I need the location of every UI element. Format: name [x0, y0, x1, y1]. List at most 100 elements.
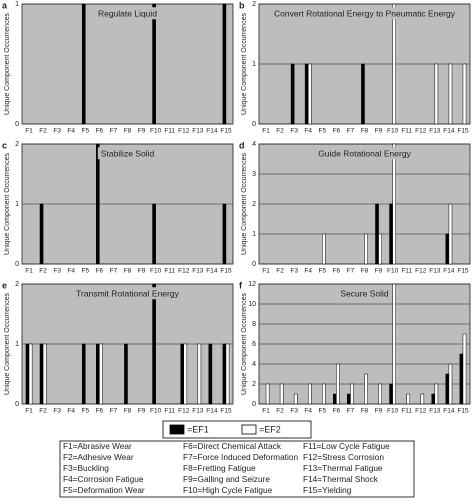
- bar: [350, 383, 354, 405]
- bar: [448, 63, 453, 125]
- x-tick-label: F7: [110, 128, 118, 135]
- x-tick-label: F15: [457, 128, 469, 135]
- key-entry: F12=Stress Corrosion: [303, 452, 384, 462]
- chart-title: Guide Rotational Energy: [318, 148, 411, 158]
- x-tick-label: F15: [457, 408, 469, 415]
- key-entry: F2=Adhesive Wear: [63, 452, 134, 462]
- bar: [392, 3, 396, 125]
- bar: [96, 343, 100, 405]
- y-tick-label: 0: [252, 261, 256, 268]
- panel-letter: c: [2, 140, 7, 150]
- key-entry: F11=Low Cycle Fatigue: [303, 441, 390, 451]
- bar: [307, 63, 312, 125]
- x-tick-label: F5: [82, 128, 90, 135]
- x-tick-label: F1: [262, 408, 270, 415]
- bar: [39, 203, 44, 265]
- y-tick-label: 2: [252, 201, 256, 208]
- chart-title: Convert Rotational Energy to Pneumatic E…: [274, 8, 456, 18]
- bar: [378, 233, 382, 265]
- x-tick-label: F11: [164, 408, 175, 415]
- title-box: [94, 7, 161, 20]
- title-box: [73, 287, 183, 300]
- x-tick-label: F8: [361, 268, 369, 275]
- key-entry: F6=Direct Chemical Attack: [183, 441, 282, 451]
- x-tick-label: F6: [96, 408, 104, 415]
- x-tick-label: F9: [138, 128, 146, 135]
- x-tick-label: F7: [347, 128, 355, 135]
- x-tick-label: F12: [178, 408, 190, 415]
- key-entry: F1=Abrasive Wear: [63, 441, 132, 451]
- x-tick-label: F2: [276, 268, 284, 275]
- y-tick-label: 2: [15, 141, 19, 148]
- y-tick-label: 8: [252, 321, 256, 328]
- x-tick-label: F9: [138, 408, 146, 415]
- key-entry: F9=Galling and Seizure: [183, 474, 270, 484]
- x-tick-label: F10: [150, 128, 162, 135]
- legend-label: =EF1: [187, 424, 209, 434]
- x-tick-label: F12: [178, 268, 190, 275]
- key-entry: F3=Buckling: [63, 463, 109, 473]
- x-tick-label: F7: [347, 408, 355, 415]
- x-tick-label: F12: [415, 408, 427, 415]
- y-tick-label: 4: [252, 361, 256, 368]
- x-tick-label: F13: [192, 128, 204, 135]
- y-tick-label: 1: [15, 1, 19, 8]
- legend-swatch: [169, 424, 185, 435]
- bar: [392, 283, 396, 405]
- x-tick-label: F2: [39, 408, 47, 415]
- y-tick-label: 3: [252, 171, 256, 178]
- x-tick-label: F14: [206, 128, 218, 135]
- chart-title: Transmit Rotational Energy: [76, 288, 179, 298]
- key-entry: F5=Deformation Wear: [63, 485, 145, 495]
- bar: [152, 283, 156, 405]
- bar: [389, 383, 393, 405]
- bar: [222, 3, 227, 125]
- bar: [462, 63, 467, 125]
- x-tick-label: F4: [67, 408, 75, 415]
- bar: [459, 353, 464, 405]
- y-tick-label: 1: [15, 341, 19, 348]
- x-tick-label: F3: [290, 268, 298, 275]
- x-tick-label: F11: [401, 408, 412, 415]
- chart-title: Regulate Liquid: [98, 8, 157, 18]
- bar: [208, 343, 213, 405]
- bar: [448, 363, 453, 405]
- x-tick-label: F9: [375, 408, 383, 415]
- plot-area: [21, 3, 234, 125]
- y-tick-label: 10: [248, 301, 256, 308]
- x-tick-label: F14: [206, 408, 218, 415]
- bar: [364, 233, 368, 265]
- panel-letter: a: [2, 0, 8, 10]
- x-tick-label: F5: [319, 408, 327, 415]
- x-tick-label: F15: [220, 128, 232, 135]
- x-tick-label: F1: [25, 408, 33, 415]
- bar: [25, 343, 30, 405]
- bar: [290, 63, 295, 125]
- bar: [39, 343, 44, 405]
- chart-title: Secure Solid: [340, 288, 388, 298]
- legend-swatch: [241, 424, 257, 435]
- y-tick-label: 2: [252, 1, 256, 8]
- key-entry: F8=Fretting Fatigue: [183, 463, 256, 473]
- x-tick-label: F6: [96, 128, 104, 135]
- bar: [183, 343, 188, 405]
- x-tick-label: F5: [82, 408, 90, 415]
- y-tick-label: 2: [252, 381, 256, 388]
- x-tick-label: F3: [290, 128, 298, 135]
- x-tick-label: F9: [138, 268, 146, 275]
- y-axis-label: Unique Component Occurrences: [241, 293, 248, 395]
- bar: [333, 393, 337, 405]
- x-tick-label: F3: [53, 408, 61, 415]
- x-tick-label: F15: [220, 408, 232, 415]
- y-tick-label: 1: [252, 61, 256, 68]
- y-axis-label: Unique Component Occurrences: [4, 293, 11, 395]
- x-tick-label: F4: [304, 268, 312, 275]
- y-axis-label: Unique Component Occurrences: [241, 153, 248, 255]
- x-tick-label: F11: [401, 128, 412, 135]
- x-tick-label: F15: [220, 268, 232, 275]
- x-tick-label: F13: [192, 408, 204, 415]
- y-tick-label: 1: [15, 201, 19, 208]
- bar: [28, 343, 33, 405]
- y-tick-label: 2: [15, 281, 19, 288]
